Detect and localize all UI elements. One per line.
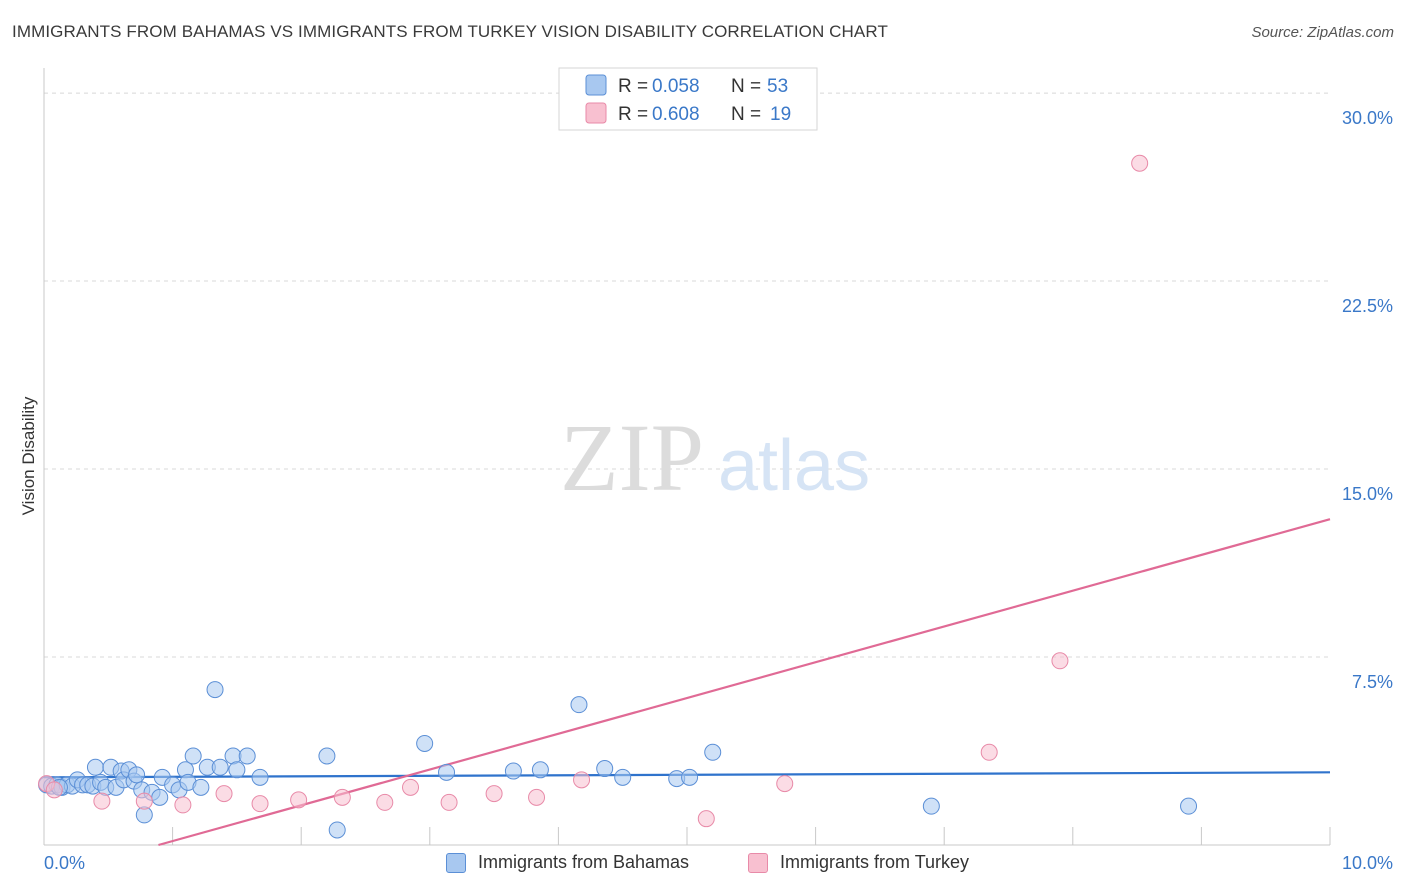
data-point-turkey: [573, 771, 591, 789]
data-point-bahamas: [184, 747, 202, 765]
legend-r-label-turkey: R =: [618, 104, 648, 125]
y-tick-label: 7.5%: [1352, 672, 1393, 692]
data-point-turkey: [776, 775, 794, 793]
data-point-bahamas: [151, 788, 169, 806]
data-point-bahamas: [416, 734, 434, 752]
data-point-turkey: [174, 796, 192, 814]
y-axis-label: Vision Disability: [19, 396, 38, 515]
legend-n-value-bahamas: 53: [767, 76, 788, 97]
data-point-bahamas: [86, 758, 104, 776]
legend-n-label-bahamas: N =: [731, 76, 761, 97]
data-point-turkey: [697, 810, 715, 828]
x-tick-label: 0.0%: [44, 853, 85, 873]
data-point-bahamas: [614, 768, 632, 786]
watermark-atlas: atlas: [718, 426, 870, 506]
data-point-bahamas: [211, 758, 229, 776]
legend-item-bahamas: Immigrants from Bahamas: [446, 852, 689, 873]
y-tick-label: 15.0%: [1342, 484, 1393, 504]
data-point-turkey: [93, 792, 111, 810]
legend-n-label-turkey: N =: [731, 104, 761, 125]
data-point-turkey: [290, 791, 308, 809]
trend-layer: [43, 518, 1331, 847]
data-point-bahamas: [128, 766, 146, 784]
data-point-turkey: [45, 781, 63, 799]
legend-item-turkey: Immigrants from Turkey: [748, 852, 969, 873]
data-point-turkey: [376, 793, 394, 811]
legend-bottom: Immigrants from Bahamas Immigrants from …: [0, 852, 1406, 878]
axis-layer: 7.5% 15.0% 22.5% 30.0% 0.0% 10.0%: [43, 68, 1393, 873]
data-point-bahamas: [206, 681, 224, 699]
x-tick-label: 10.0%: [1342, 853, 1393, 873]
data-point-bahamas: [570, 696, 588, 714]
legend-r-label-bahamas: R =: [618, 76, 648, 97]
data-point-turkey: [135, 792, 153, 810]
legend-r-value-bahamas: 0.058: [652, 76, 700, 97]
data-point-bahamas: [192, 778, 210, 796]
data-point-turkey: [402, 778, 420, 796]
data-point-bahamas: [251, 768, 269, 786]
legend-label-turkey: Immigrants from Turkey: [780, 852, 970, 872]
legend-swatch-turkey-bottom: [748, 852, 768, 873]
data-point-turkey: [485, 785, 503, 803]
legend-r-value-turkey: 0.608: [652, 104, 700, 125]
data-point-bahamas: [1180, 797, 1198, 815]
data-point-turkey: [1131, 154, 1149, 172]
legend-label-bahamas: Immigrants from Bahamas: [478, 852, 690, 872]
data-point-turkey: [333, 788, 351, 806]
data-point-bahamas: [328, 821, 346, 839]
y-tick-label: 22.5%: [1342, 296, 1393, 316]
source-credit: Source: ZipAtlas.com: [1251, 24, 1394, 41]
data-point-bahamas: [438, 763, 456, 781]
legend-swatch-bahamas-bottom: [446, 852, 466, 873]
data-point-bahamas: [922, 797, 940, 815]
data-point-turkey: [528, 788, 546, 806]
legend-swatch-bahamas: [585, 74, 607, 96]
data-point-turkey: [215, 785, 233, 803]
legend-top: R = 0.058 N = 53 R = 0.608 N = 19: [558, 67, 818, 131]
data-point-bahamas: [238, 747, 256, 765]
data-point-bahamas: [704, 743, 722, 761]
data-point-turkey: [1051, 652, 1069, 670]
data-point-bahamas: [596, 760, 614, 778]
data-point-turkey: [251, 795, 269, 813]
watermark-zip: ZIP: [560, 404, 704, 511]
data-point-bahamas: [681, 768, 699, 786]
trend-line-turkey: [158, 518, 1331, 847]
points-layer: [38, 154, 1198, 839]
y-tick-label: 30.0%: [1342, 108, 1393, 128]
data-point-turkey: [440, 793, 458, 811]
data-point-bahamas: [504, 762, 522, 780]
legend-n-value-turkey: 19: [770, 104, 791, 125]
data-point-bahamas: [531, 761, 549, 779]
legend-swatch-turkey: [585, 102, 607, 124]
data-point-turkey: [980, 743, 998, 761]
data-point-bahamas: [318, 747, 336, 765]
watermark: ZIP atlas: [560, 404, 870, 511]
chart-title: IMMIGRANTS FROM BAHAMAS VS IMMIGRANTS FR…: [12, 22, 888, 41]
data-point-bahamas: [228, 761, 246, 779]
